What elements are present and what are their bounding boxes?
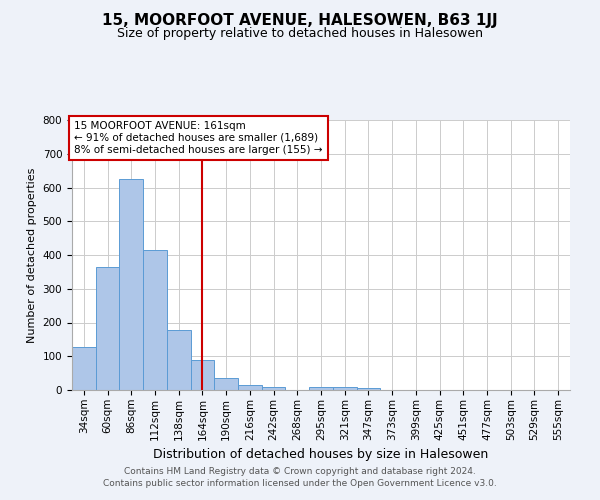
Text: Contains HM Land Registry data © Crown copyright and database right 2024.
Contai: Contains HM Land Registry data © Crown c… (103, 466, 497, 487)
Text: 15 MOORFOOT AVENUE: 161sqm
← 91% of detached houses are smaller (1,689)
8% of se: 15 MOORFOOT AVENUE: 161sqm ← 91% of deta… (74, 122, 323, 154)
Text: 15, MOORFOOT AVENUE, HALESOWEN, B63 1JJ: 15, MOORFOOT AVENUE, HALESOWEN, B63 1JJ (102, 12, 498, 28)
Text: Size of property relative to detached houses in Halesowen: Size of property relative to detached ho… (117, 28, 483, 40)
Bar (238, 384, 262, 390)
Bar (143, 250, 167, 390)
Bar (191, 360, 214, 390)
Bar (333, 387, 356, 390)
X-axis label: Distribution of detached houses by size in Halesowen: Distribution of detached houses by size … (154, 448, 488, 461)
Bar (167, 330, 191, 390)
Bar (356, 388, 380, 390)
Bar (96, 267, 119, 390)
Bar (119, 180, 143, 390)
Bar (309, 388, 333, 390)
Bar (214, 378, 238, 390)
Bar (262, 387, 286, 390)
Bar (72, 347, 96, 390)
Y-axis label: Number of detached properties: Number of detached properties (27, 168, 37, 342)
